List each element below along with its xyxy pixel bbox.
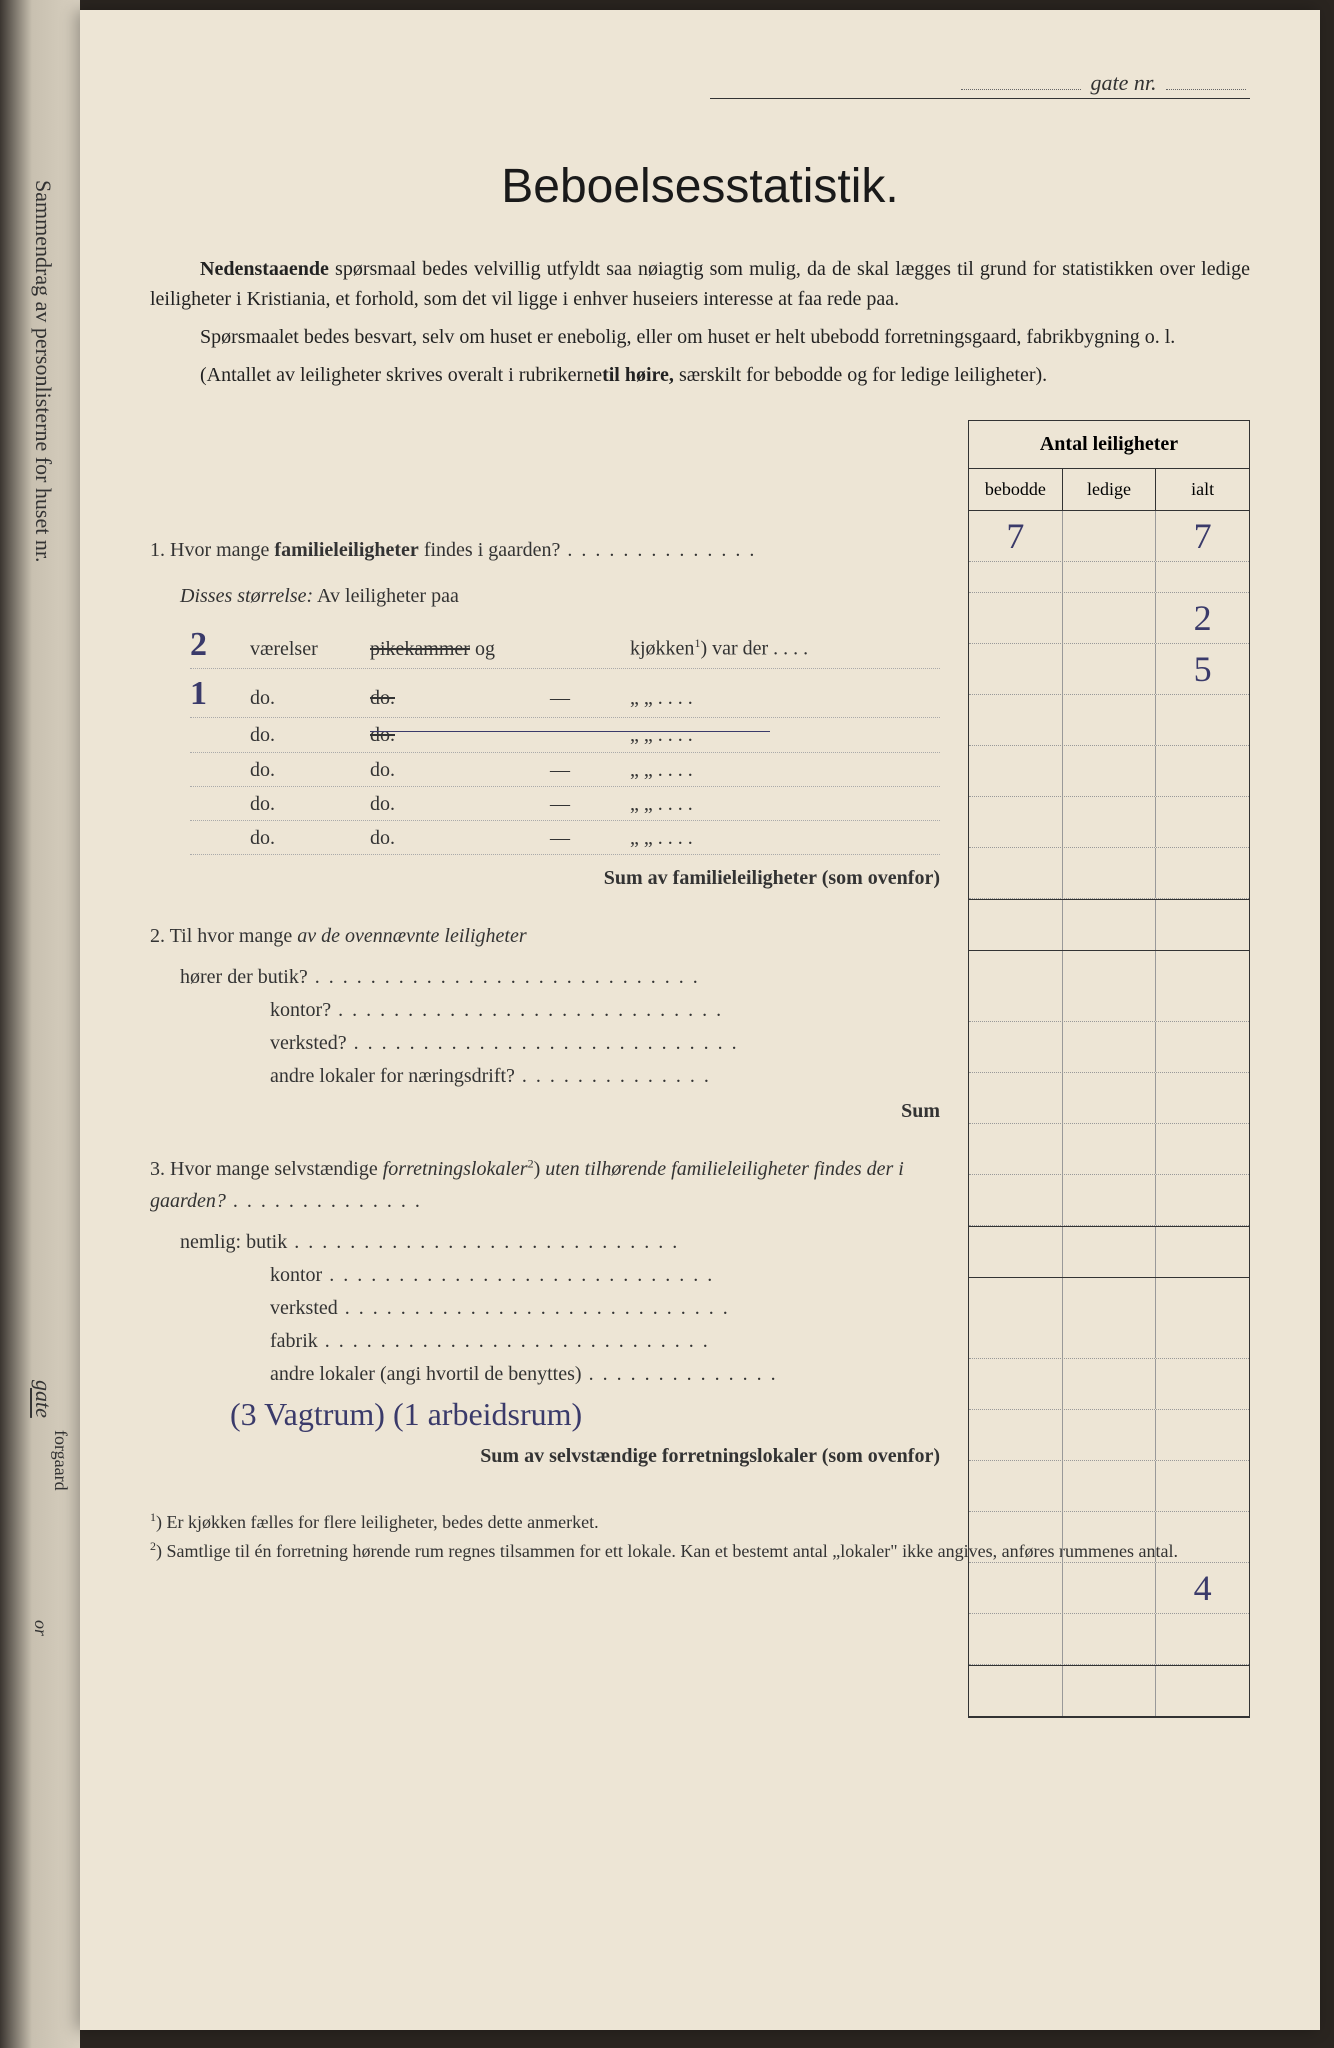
table-row-5 — [969, 746, 1249, 797]
table-row-q3e — [969, 1512, 1249, 1563]
q1: 1. Hvor mange familieleiligheter findes … — [150, 534, 940, 566]
size-row-4: do. do. — „ „ . . . . — [190, 759, 940, 787]
q3-sum: Sum av selvstændige forretningslokaler (… — [150, 1445, 940, 1468]
table-row-sum3 — [969, 1665, 1249, 1717]
table-row-2: 2 — [969, 593, 1249, 644]
q2: 2. Til hvor mange av de ovennævnte leili… — [150, 920, 940, 952]
cell-1-1: 7 — [969, 511, 1063, 561]
table-row-q2e — [969, 1175, 1249, 1226]
table-row-q3a — [969, 1278, 1249, 1359]
margin-text-1: Sammendrag av personlisterne for huset n… — [30, 180, 56, 562]
cell-2-3: 2 — [1156, 593, 1249, 643]
q1-sum: Sum av familieleiligheter (som ovenfor) — [150, 867, 940, 890]
page: Sammendrag av personlisterne for huset n… — [0, 0, 1334, 2048]
table-row-spacer — [969, 562, 1249, 593]
cell-1-3: 7 — [1156, 511, 1249, 561]
intro-p1: Nedenstaaende Nedenstaaende spørsmaal be… — [150, 254, 1250, 314]
table-row-q2c — [969, 1073, 1249, 1124]
left-margin: Sammendrag av personlisterne for huset n… — [0, 0, 80, 2048]
q3-handwritten: (3 Vagtrum) (1 arbeidsrum) — [230, 1396, 940, 1433]
th-bebodde: bebodde — [969, 469, 1063, 510]
q3-andre: andre lokaler (angi hvortil de benyttes) — [270, 1363, 940, 1386]
table-row-q3c — [969, 1410, 1249, 1461]
count-table: Antal leiligheter bebodde ledige ialt 7 … — [968, 420, 1250, 1718]
margin-text-4: or — [30, 1620, 51, 1636]
title: Beboelsesstatistik. — [150, 159, 1250, 214]
intro-p3: (Antallet av leiligheter skrives overalt… — [150, 360, 1250, 390]
th-ledige: ledige — [1063, 469, 1157, 510]
q3-verksted: verksted — [270, 1297, 940, 1320]
table-row-sum1 — [969, 899, 1249, 951]
table-row-q3d — [969, 1461, 1249, 1512]
size-row-6: do. do. — „ „ . . . . — [190, 827, 940, 855]
cell-3-3: 5 — [1156, 644, 1249, 694]
size-row-2: 1 do. do. — „ „ . . . . — [190, 675, 940, 718]
table-row-6 — [969, 797, 1249, 848]
q2-kontor: kontor? — [270, 999, 940, 1022]
table-header-top: Antal leiligheter — [969, 421, 1249, 469]
table-row-3: 5 — [969, 644, 1249, 695]
q2-butik: hører der butik? — [180, 966, 940, 989]
q3-fabrik: fabrik — [270, 1330, 940, 1353]
intro-p2: Spørsmaalet bedes besvart, selv om huset… — [150, 322, 1250, 352]
table-row-q3g — [969, 1614, 1249, 1665]
table-row-q3b — [969, 1359, 1249, 1410]
q3-kontor: kontor — [270, 1264, 940, 1287]
cell-other-3: 4 — [1156, 1563, 1249, 1613]
table-header-row: bebodde ledige ialt — [969, 469, 1249, 511]
size-row-1: 2 værelser pikekammer og kjøkken1) var d… — [190, 626, 940, 669]
q2-andre: andre lokaler for næringsdrift? — [270, 1065, 940, 1088]
size-row-3: do. do. „ „ . . . . — [190, 724, 940, 753]
gate-label: gate nr. — [1091, 70, 1157, 95]
q3-nemlig: nemlig: butik — [180, 1231, 940, 1254]
questions: 1. Hvor mange familieleiligheter findes … — [150, 420, 940, 1468]
table-row-1: 7 7 — [969, 511, 1249, 562]
q2-verksted: verksted? — [270, 1032, 940, 1055]
size-row-5: do. do. — „ „ . . . . — [190, 793, 940, 821]
table-row-q3f: 4 — [969, 1563, 1249, 1614]
cell-1-2 — [1063, 511, 1157, 561]
table-row-q2d — [969, 1124, 1249, 1175]
table-row-4 — [969, 695, 1249, 746]
margin-text-3: forgaard — [50, 1430, 71, 1491]
table-row-sum2 — [969, 1226, 1249, 1278]
document-paper: gate nr. Beboelsesstatistik. Nedenstaaen… — [80, 10, 1320, 2030]
main-content: Antal leiligheter bebodde ledige ialt 7 … — [150, 420, 1250, 1468]
header-gate-nr: gate nr. — [710, 70, 1250, 99]
q3: 3. Hvor mange selvstændige forretningslo… — [150, 1153, 940, 1217]
th-ialt: ialt — [1156, 469, 1249, 510]
table-row-q2b — [969, 1022, 1249, 1073]
table-row-7 — [969, 848, 1249, 899]
q1-disses: Disses størrelse: Av leiligheter paa — [180, 580, 940, 612]
margin-text-2: gate — [30, 1380, 56, 1418]
intro-lead: Nedenstaaende — [200, 254, 329, 284]
q2-sum: Sum — [150, 1100, 940, 1123]
table-row-q2a — [969, 951, 1249, 1022]
